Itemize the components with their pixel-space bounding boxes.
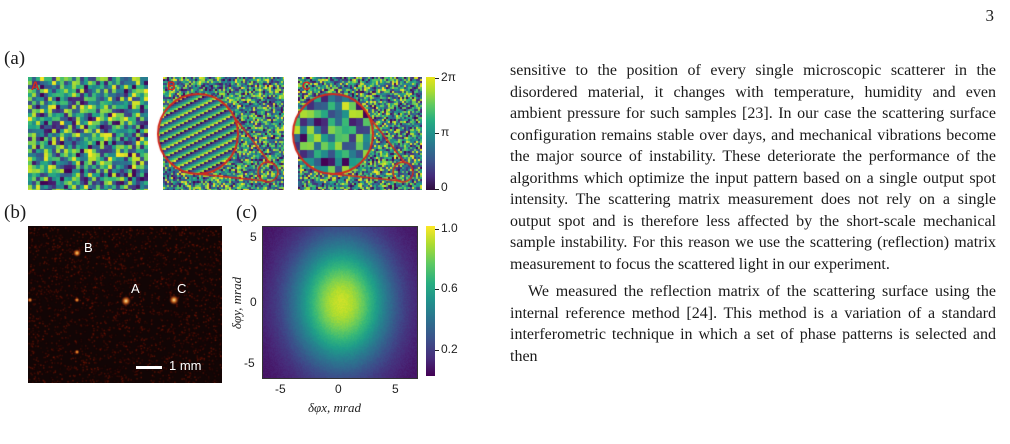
colorbar-phase-tickmark-top xyxy=(435,78,439,79)
colorbar-intensity-tick-3: 0.2 xyxy=(441,342,458,356)
body-text: sensitive to the position of every singl… xyxy=(510,60,996,367)
colorbar-phase-tickmark-mid xyxy=(435,133,439,134)
speckle-image: B A C 1 mm xyxy=(28,226,222,383)
y-tick-5: 5 xyxy=(250,230,257,244)
spot-label-b: B xyxy=(84,240,93,255)
colorbar-intensity-tick-1: 1.0 xyxy=(441,221,458,235)
y-tick-0: 0 xyxy=(250,295,257,309)
x-tick-5: 5 xyxy=(392,382,399,396)
colorbar-phase-tickmark-bot xyxy=(435,189,439,190)
y-axis-label: δφy, mrad xyxy=(229,276,244,330)
scalebar xyxy=(136,366,162,369)
panel-label-a: (a) xyxy=(4,48,26,69)
panel-label-b: (b) xyxy=(4,202,27,223)
colorbar-phase-tick-bot: 0 xyxy=(441,180,448,194)
heatmap-axes xyxy=(262,226,418,379)
x-tick-neg5: -5 xyxy=(275,382,286,396)
colorbar-phase-tick-top: 2π xyxy=(441,70,456,84)
scalebar-label: 1 mm xyxy=(169,358,202,373)
colorbar-phase xyxy=(426,77,435,190)
colorbar-intensity-tick-2: 0.6 xyxy=(441,281,458,295)
zoom-inset-b xyxy=(150,72,290,192)
phase-pattern-a: A xyxy=(28,77,148,190)
colorbar-intensity-tickmark-3 xyxy=(435,350,439,351)
page-number: 3 xyxy=(985,6,995,25)
colorbar-intensity xyxy=(426,226,435,376)
panel-label-c: (c) xyxy=(236,202,258,223)
spot-label-c: C xyxy=(177,281,187,296)
paragraph-1: sensitive to the position of every singl… xyxy=(510,62,996,273)
x-tick-0: 0 xyxy=(335,382,342,396)
intensity-heatmap xyxy=(262,226,418,379)
zoom-inset-c xyxy=(285,72,425,192)
colorbar-phase-tick-mid: π xyxy=(441,125,450,139)
paragraph-2: We measured the reflection matrix of the… xyxy=(510,283,996,365)
colorbar-intensity-tickmark-2 xyxy=(435,289,439,290)
spot-label-a: A xyxy=(131,281,140,296)
pattern-label-a: A xyxy=(31,79,40,93)
colorbar-intensity-tickmark-1 xyxy=(435,229,439,230)
y-tick-neg5: -5 xyxy=(244,356,255,370)
x-axis-label: δφx, mrad xyxy=(308,400,361,415)
